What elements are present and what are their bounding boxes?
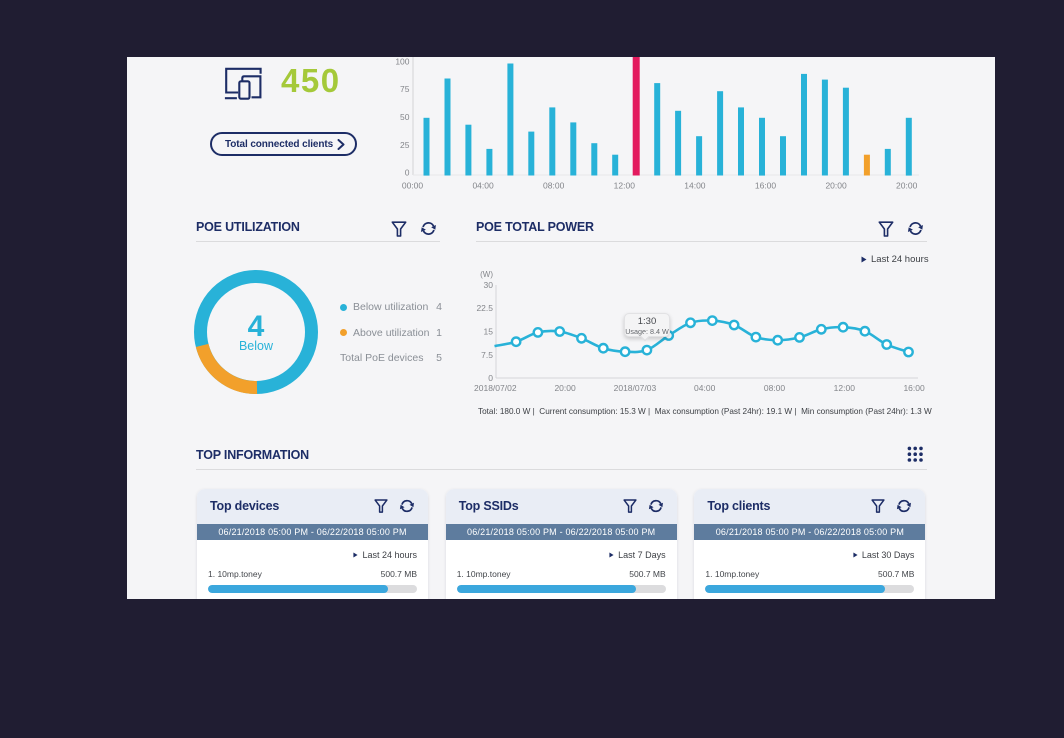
svg-text:7.5: 7.5	[481, 350, 493, 360]
svg-text:20:00: 20:00	[896, 181, 918, 191]
svg-text:0: 0	[488, 373, 493, 383]
svg-text:12:00: 12:00	[834, 383, 856, 393]
svg-text:04:00: 04:00	[472, 181, 494, 191]
svg-text:2018/07/02: 2018/07/02	[474, 383, 517, 393]
svg-text:75: 75	[400, 84, 410, 94]
svg-text:08:00: 08:00	[543, 181, 565, 191]
svg-text:30: 30	[484, 280, 494, 290]
svg-text:20:00: 20:00	[825, 181, 847, 191]
svg-text:15: 15	[484, 327, 494, 337]
svg-text:50: 50	[400, 112, 410, 122]
svg-text:100: 100	[395, 57, 409, 66]
svg-text:(W): (W)	[480, 270, 493, 279]
svg-text:25: 25	[400, 140, 410, 150]
svg-text:2018/07/03: 2018/07/03	[614, 383, 657, 393]
svg-text:12:00: 12:00	[614, 181, 636, 191]
svg-text:08:00: 08:00	[764, 383, 786, 393]
svg-text:20:00: 20:00	[554, 383, 576, 393]
svg-text:22.5: 22.5	[476, 303, 493, 313]
svg-text:04:00: 04:00	[694, 383, 716, 393]
svg-text:14:00: 14:00	[684, 181, 706, 191]
svg-text:00:00: 00:00	[402, 181, 424, 191]
svg-text:0: 0	[405, 168, 410, 178]
svg-text:16:00: 16:00	[755, 181, 777, 191]
svg-text:16:00: 16:00	[903, 383, 925, 393]
